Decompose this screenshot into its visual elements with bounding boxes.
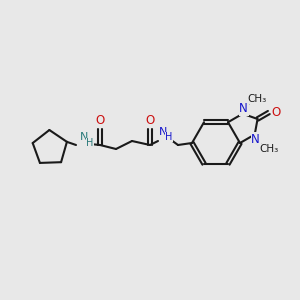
Text: N: N	[239, 102, 248, 115]
Text: N: N	[80, 132, 88, 142]
Text: CH₃: CH₃	[247, 94, 266, 104]
Text: N: N	[251, 133, 260, 146]
Text: H: H	[86, 138, 94, 148]
Text: H: H	[165, 132, 173, 142]
Text: O: O	[146, 115, 154, 128]
Text: CH₃: CH₃	[259, 145, 278, 154]
Text: N: N	[159, 127, 167, 137]
Text: O: O	[95, 115, 105, 128]
Text: O: O	[271, 106, 280, 119]
